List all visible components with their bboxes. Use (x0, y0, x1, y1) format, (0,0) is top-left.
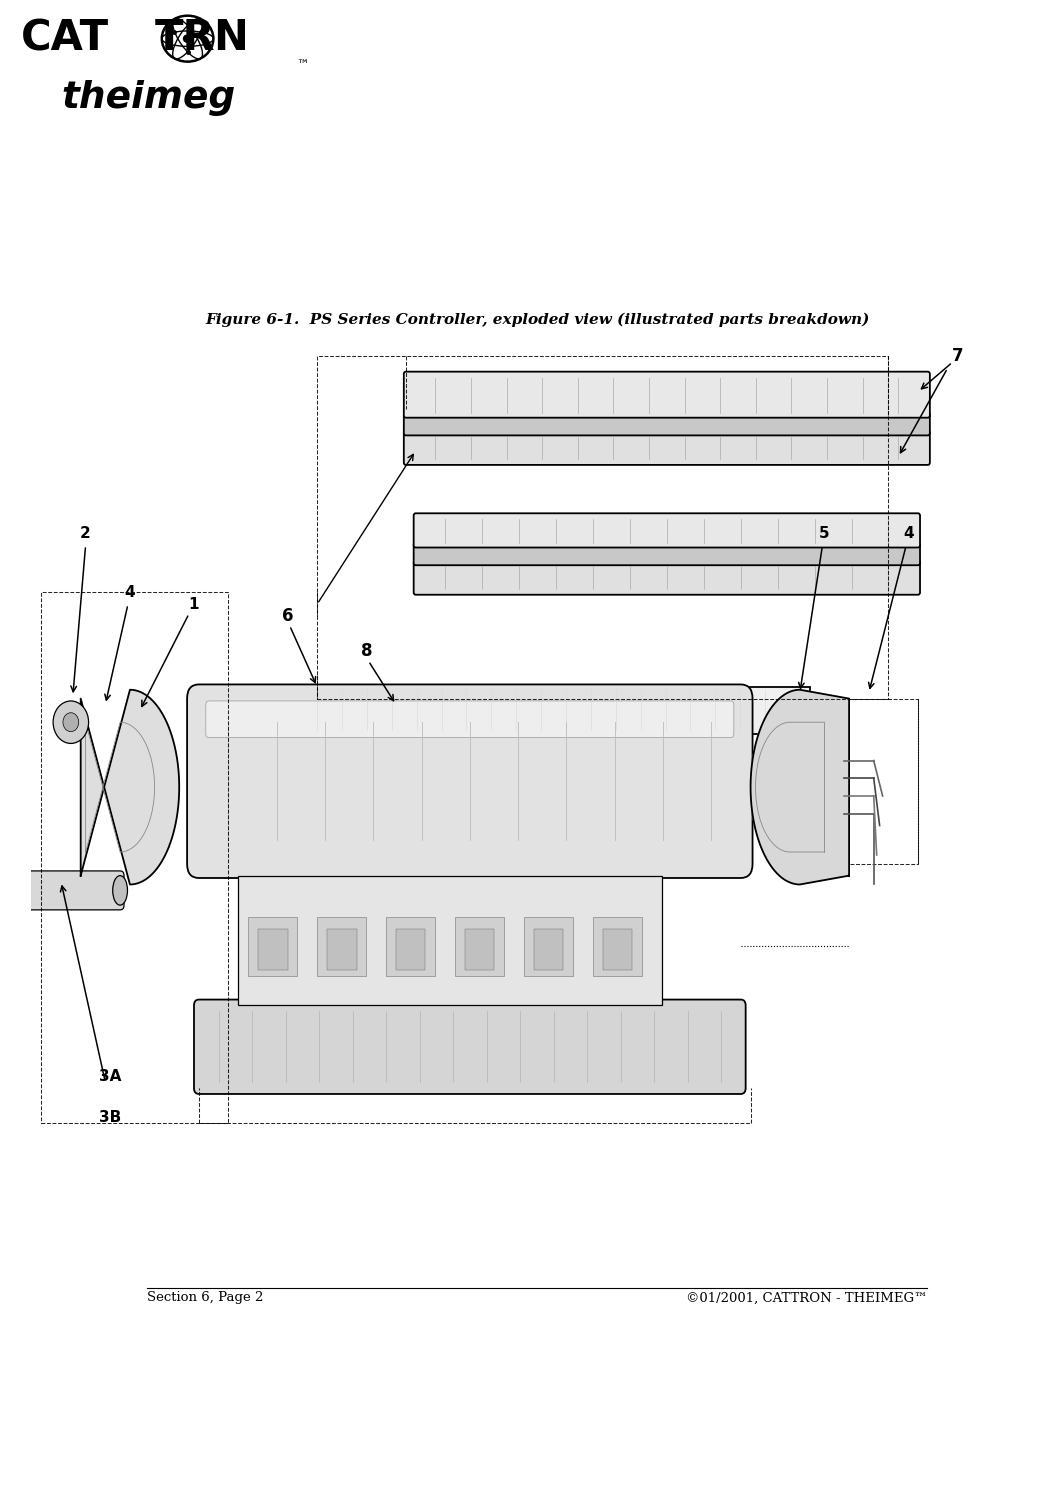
Bar (238, 875, 662, 1005)
Text: 3A: 3A (100, 1068, 122, 1083)
FancyBboxPatch shape (27, 871, 124, 910)
Text: Section 6, Page 2: Section 6, Page 2 (147, 1291, 264, 1304)
Text: 2: 2 (81, 526, 91, 541)
Text: 4: 4 (903, 526, 914, 541)
Text: 7: 7 (952, 347, 963, 366)
Polygon shape (81, 690, 179, 884)
FancyBboxPatch shape (403, 430, 930, 465)
Bar (455, 917, 504, 976)
FancyBboxPatch shape (414, 514, 920, 547)
Text: ™: ™ (296, 58, 308, 72)
Bar (533, 929, 564, 970)
Text: ©01/2001, CATTRON - THEIMEG™: ©01/2001, CATTRON - THEIMEG™ (685, 1291, 926, 1304)
Text: TR: TR (155, 16, 215, 60)
FancyBboxPatch shape (205, 701, 734, 738)
Text: theimeg: theimeg (62, 81, 236, 117)
Bar (603, 929, 632, 970)
Text: 1: 1 (189, 596, 199, 611)
Text: 5: 5 (820, 526, 830, 541)
Polygon shape (750, 690, 849, 884)
Circle shape (53, 701, 89, 744)
Text: 3B: 3B (100, 1110, 122, 1125)
Circle shape (183, 34, 192, 42)
FancyBboxPatch shape (414, 560, 920, 595)
Bar (258, 929, 287, 970)
FancyBboxPatch shape (414, 542, 920, 565)
FancyBboxPatch shape (403, 372, 930, 418)
Text: N: N (213, 16, 247, 60)
Bar (318, 917, 367, 976)
Bar (396, 929, 425, 970)
Bar (593, 917, 642, 976)
Text: CAT: CAT (21, 16, 109, 60)
Circle shape (63, 713, 79, 732)
Bar (386, 917, 435, 976)
FancyBboxPatch shape (403, 412, 930, 435)
Bar (248, 917, 298, 976)
Text: 4: 4 (125, 584, 135, 601)
Text: Figure 6-1.  PS Series Controller, exploded view (illustrated parts breakdown): Figure 6-1. PS Series Controller, explod… (205, 312, 869, 327)
Text: 6: 6 (282, 607, 293, 624)
Bar (327, 929, 356, 970)
FancyBboxPatch shape (188, 684, 752, 878)
Bar (465, 929, 495, 970)
Bar (298, 687, 810, 734)
Ellipse shape (113, 875, 128, 905)
Bar (524, 917, 573, 976)
FancyBboxPatch shape (194, 999, 745, 1094)
Text: 8: 8 (361, 642, 372, 660)
